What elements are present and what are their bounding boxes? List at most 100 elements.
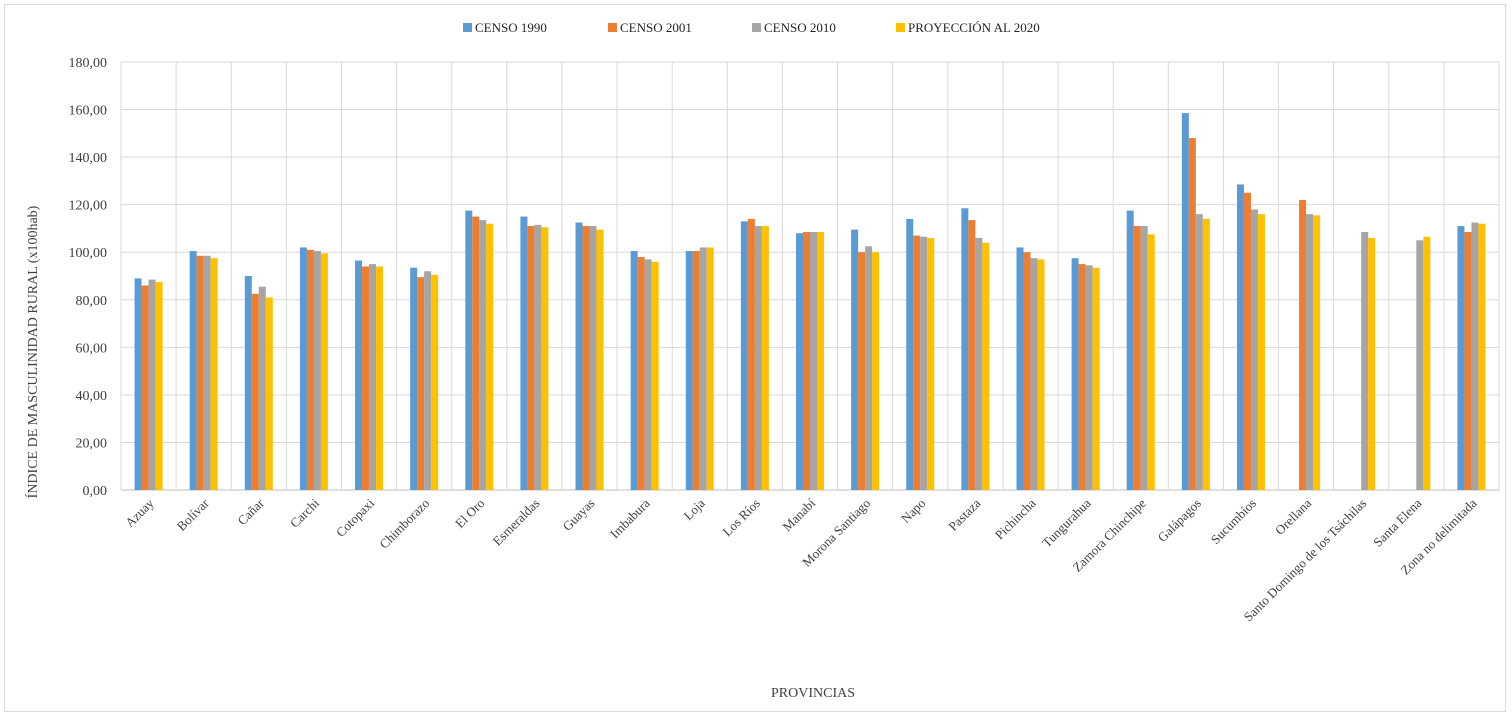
bar: [355, 260, 363, 490]
bar: [1126, 210, 1134, 490]
bar: [1368, 237, 1376, 490]
bar: [1037, 259, 1045, 490]
bar: [1147, 234, 1155, 490]
bar: [265, 297, 273, 490]
bar: [465, 210, 473, 490]
bar: [796, 233, 803, 490]
bar: [761, 226, 769, 491]
bar: [1133, 226, 1141, 491]
bar: [1188, 138, 1196, 491]
y-tick-label: 60,00: [76, 341, 108, 356]
bar: [189, 251, 197, 490]
legend-swatch: [896, 23, 905, 32]
bar: [1092, 267, 1100, 490]
bar: [961, 208, 969, 490]
bar: [1016, 247, 1024, 490]
x-tick-label: Chimborazo: [376, 496, 432, 552]
x-tick-label: Galápagos: [1155, 496, 1204, 545]
x-tick-label: Guayas: [559, 496, 597, 534]
bar: [575, 222, 583, 490]
x-tick-label: Tungurahua: [1039, 495, 1094, 550]
bar: [1250, 209, 1258, 490]
bar: [320, 253, 328, 490]
bar: [747, 218, 755, 490]
bar: [299, 247, 307, 490]
bar: [1078, 264, 1086, 490]
y-tick-label: 100,00: [69, 246, 108, 261]
y-tick-label: 40,00: [76, 389, 108, 404]
bar: [196, 255, 204, 490]
bar: [699, 247, 707, 490]
bar: [210, 258, 218, 490]
x-axis-ticks: Azuay Bolívar Cañar Carchi Cotopaxi Chimboraz…: [122, 495, 1480, 624]
bar: [376, 266, 384, 490]
bar: [975, 237, 983, 490]
x-tick-label: El Oro: [452, 496, 487, 531]
y-tick-label: 0,00: [83, 484, 108, 499]
bar: [1313, 215, 1321, 490]
bar: [582, 226, 590, 491]
bar: [369, 264, 377, 490]
grid-lines: [120, 61, 1500, 491]
bar: [244, 276, 252, 490]
bar: [1181, 113, 1189, 490]
bar: [410, 267, 418, 490]
bar: [1464, 232, 1472, 490]
bars: [134, 113, 1486, 491]
legend-label: CENSO 2001: [620, 20, 692, 35]
chart-frame: [4, 4, 1506, 712]
y-tick-label: 160,00: [69, 104, 108, 119]
bar: [520, 216, 528, 491]
bar: [865, 246, 873, 490]
x-tick-label: Bolívar: [174, 495, 213, 534]
x-tick-label: Imbabura: [607, 495, 653, 541]
y-tick-label: 120,00: [69, 199, 108, 214]
legend-swatch: [463, 23, 472, 32]
bar: [313, 251, 321, 490]
bar: [1257, 214, 1265, 490]
bar: [920, 236, 928, 490]
x-tick-label: Santa Elena: [1370, 495, 1424, 549]
legend: CENSO 1990 CENSO 2001 CENSO 2010 PROYECCIÓN…: [463, 20, 1040, 35]
bar: [431, 274, 439, 490]
bar: [630, 251, 638, 490]
bar: [1299, 199, 1307, 490]
bar: [858, 252, 866, 490]
bar: [927, 237, 935, 490]
x-tick-label: Cotopaxi: [333, 495, 378, 540]
bar: [155, 281, 163, 490]
bar: [1202, 218, 1210, 490]
bar: [486, 223, 494, 490]
bar: [706, 247, 714, 490]
bar: [906, 218, 914, 490]
bar: [417, 277, 425, 490]
bar: [644, 259, 652, 490]
bar: [1306, 214, 1314, 490]
legend-label: PROYECCIÓN AL 2020: [908, 20, 1040, 35]
y-tick-label: 20,00: [76, 436, 108, 451]
bar: [651, 261, 659, 490]
legend-swatch: [608, 23, 617, 32]
bar: [479, 220, 487, 490]
x-tick-label: Los Ríos: [719, 496, 763, 540]
x-tick-label: Carchi: [287, 495, 322, 530]
x-tick-label: Pichincha: [992, 495, 1039, 542]
bar: [968, 220, 976, 490]
bar: [1071, 258, 1079, 490]
bar: [913, 235, 921, 490]
bar: [872, 252, 880, 490]
bar: [1471, 222, 1479, 490]
x-tick-label: Pastaza: [945, 495, 983, 533]
bar: [1023, 252, 1031, 490]
bar: [541, 227, 549, 490]
bar: [754, 226, 762, 491]
bar: [817, 232, 824, 490]
bar: [851, 229, 859, 490]
bar: [258, 286, 266, 490]
bar: [424, 271, 432, 490]
bar: [534, 224, 542, 490]
bar: [740, 221, 748, 491]
bar: [472, 216, 480, 491]
bar: [589, 226, 597, 491]
